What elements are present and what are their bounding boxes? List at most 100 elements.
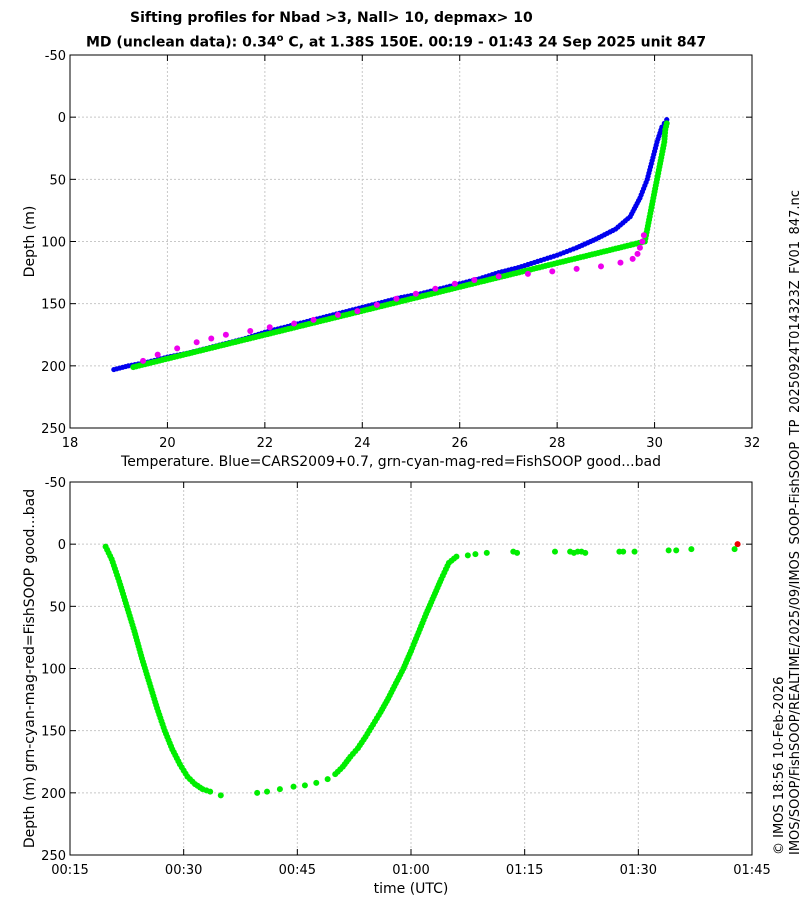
chart-title-line1: Sifting profiles for Nbad >3, Nall> 10, … [130, 10, 533, 26]
data-point [254, 789, 261, 796]
degree-sign: o [276, 33, 284, 44]
x-tick-label: 01:00 [392, 863, 429, 878]
data-point [432, 285, 439, 292]
data-point [154, 351, 161, 358]
data-point [193, 339, 200, 346]
data-point [639, 238, 646, 245]
y-axis-label: Depth (m) grn-cyan-mag-red=FishSOOP good… [22, 489, 38, 848]
data-point [524, 270, 531, 277]
series-fishsoop-bad [140, 232, 647, 364]
chart-title-line2: MD (unclean data): 0.34o C, at 1.38S 150… [86, 33, 800, 51]
data-point [266, 324, 273, 331]
y-tick-label: 150 [41, 725, 66, 740]
x-axis-label: time (UTC) [374, 881, 449, 897]
data-point [313, 779, 320, 786]
data-point [634, 250, 641, 257]
y-tick-label: 250 [41, 422, 66, 437]
data-point [617, 259, 624, 266]
y-tick-label: 0 [58, 538, 66, 553]
data-point [412, 290, 419, 297]
x-tick-label: 01:30 [620, 863, 657, 878]
y-tick-label: 200 [41, 360, 66, 375]
y-tick-label: 250 [41, 849, 66, 864]
y-tick-label: 50 [49, 600, 66, 615]
data-point [597, 263, 604, 270]
data-point [636, 244, 643, 251]
x-tick-label: 30 [646, 436, 663, 451]
title-line2-prefix: MD (unclean data): 0.34 [86, 34, 277, 51]
data-point [208, 335, 215, 342]
data-point [140, 357, 147, 364]
x-tick-label: 00:30 [165, 863, 202, 878]
x-tick-label: 24 [354, 436, 371, 451]
x-tick-label: 22 [257, 436, 274, 451]
y-tick-label: -50 [45, 476, 66, 491]
x-tick-label: 28 [549, 436, 566, 451]
data-point [688, 546, 695, 553]
data-point [483, 549, 490, 556]
y-tick-label: 100 [41, 663, 66, 678]
series-cars2009-0-7 [111, 117, 670, 373]
data-point [573, 265, 580, 272]
data-point [354, 308, 361, 315]
data-point [495, 273, 502, 280]
data-point [217, 792, 224, 799]
y-tick-label: 50 [49, 173, 66, 188]
file-path-text: IMOS/SOOP/FishSOOP/REALTIME/2025/09/IMOS… [788, 190, 800, 855]
data-point [324, 776, 331, 783]
series-fishsoop-good [130, 120, 670, 371]
x-tick-label: 18 [62, 436, 79, 451]
data-point [665, 547, 672, 554]
series-descent [102, 543, 214, 795]
x-tick-label: 20 [159, 436, 176, 451]
data-point [174, 345, 181, 352]
data-point [207, 788, 214, 795]
data-point [514, 549, 521, 556]
y-tick-label: 150 [41, 298, 66, 313]
series-surface [464, 546, 738, 559]
data-point [453, 553, 460, 560]
data-point [291, 320, 298, 327]
x-axis-label: Temperature. Blue=CARS2009+0.7, grn-cyan… [120, 454, 661, 470]
y-tick-label: 200 [41, 787, 66, 802]
data-point [673, 547, 680, 554]
data-point [451, 280, 458, 287]
data-point [734, 541, 741, 548]
data-point [301, 782, 308, 789]
data-point [393, 295, 400, 302]
y-tick-label: -50 [45, 49, 66, 64]
data-point [663, 120, 670, 127]
data-point [334, 311, 341, 318]
data-point [471, 277, 478, 284]
data-point [247, 328, 254, 335]
data-point [222, 331, 229, 338]
x-tick-label: 01:15 [506, 863, 543, 878]
x-tick-label: 00:45 [279, 863, 316, 878]
plot-frame [69, 54, 753, 429]
title-line2-suffix: C, at 1.38S 150E. 00:19 - 01:43 24 Sep 2… [283, 34, 707, 51]
data-point [472, 551, 479, 558]
data-point [640, 232, 647, 239]
y-tick-label: 100 [41, 236, 66, 251]
data-point [310, 316, 317, 323]
data-point [264, 788, 271, 795]
data-point [551, 548, 558, 555]
y-tick-label: 0 [58, 111, 66, 126]
data-point [290, 783, 297, 790]
data-point [731, 546, 738, 553]
data-point [549, 268, 556, 275]
x-tick-label: 32 [744, 436, 761, 451]
x-tick-label: 01:45 [733, 863, 770, 878]
data-point [631, 548, 638, 555]
copyright-text: © IMOS 18:56 10-Feb-2026 [772, 676, 787, 855]
series-bottom [217, 776, 331, 799]
data-point [582, 549, 589, 556]
data-point [276, 786, 283, 793]
data-point [464, 552, 471, 559]
y-axis-label: Depth (m) [22, 206, 38, 278]
x-tick-label: 26 [451, 436, 468, 451]
plot-frame [69, 481, 753, 856]
x-tick-label: 00:15 [51, 863, 88, 878]
series-ascent [332, 553, 460, 778]
